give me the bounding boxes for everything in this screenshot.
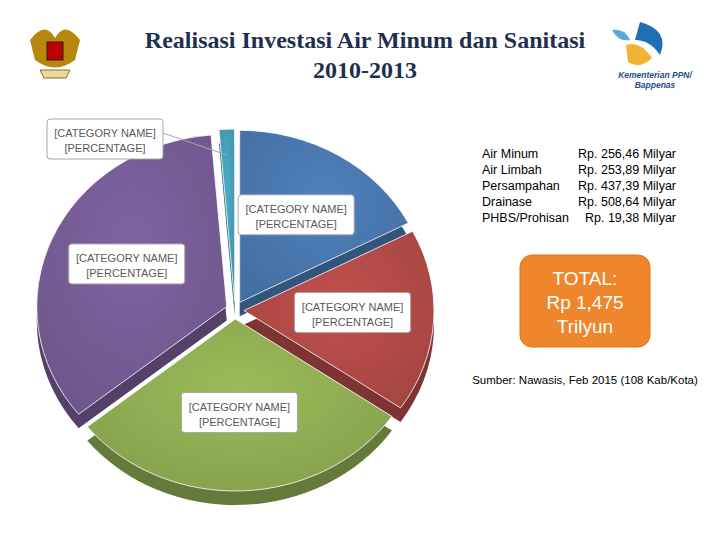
source: Sumber: Nawasis, Feb 2015 (108 Kab/Kota) bbox=[472, 374, 698, 386]
legend-name: Air Minum bbox=[482, 147, 538, 161]
label-box bbox=[69, 244, 185, 284]
chart: Realisasi Investasi Air Minum dan Sanita… bbox=[0, 0, 720, 540]
label-percentage: [PERCENTAGE] bbox=[256, 218, 337, 230]
label-category: [CATEGORY NAME] bbox=[76, 252, 177, 264]
logo-text: Bappenas bbox=[635, 80, 676, 90]
total-text: Rp 1,475 bbox=[546, 292, 623, 313]
logo bbox=[612, 22, 663, 65]
legend-value: Rp. 437,39 Milyar bbox=[578, 179, 676, 193]
legend-name: Air Limbah bbox=[482, 163, 542, 177]
label-category: [CATEGORY NAME] bbox=[245, 203, 346, 215]
label-percentage: [PERCENTAGE] bbox=[64, 142, 145, 154]
label-box bbox=[47, 119, 163, 159]
slice-label: [CATEGORY NAME] [PERCENTAGE] bbox=[181, 393, 297, 433]
total-text: TOTAL: bbox=[553, 268, 618, 289]
logo-text: Kementerian PPN/ bbox=[618, 70, 693, 80]
logo-swirl bbox=[612, 30, 630, 41]
legend-name: Persampahan bbox=[482, 179, 560, 193]
slice-label: [CATEGORY NAME] [PERCENTAGE] bbox=[295, 293, 411, 333]
label-percentage: [PERCENTAGE] bbox=[86, 267, 167, 279]
label-percentage: [PERCENTAGE] bbox=[312, 316, 393, 328]
label-box bbox=[238, 195, 354, 235]
page: Realisasi Investasi Air Minum dan Sanita… bbox=[0, 0, 720, 540]
slice-label: [CATEGORY NAME] [PERCENTAGE] bbox=[238, 195, 354, 235]
legend-name: PHBS/Prohisan bbox=[482, 211, 569, 225]
label-category: [CATEGORY NAME] bbox=[302, 301, 403, 313]
emblem-ribbon bbox=[40, 70, 70, 78]
pie bbox=[37, 129, 434, 505]
title-line: 2010-2013 bbox=[313, 57, 417, 83]
legend-value: Rp. 256,46 Milyar bbox=[578, 147, 676, 161]
label-percentage: [PERCENTAGE] bbox=[199, 416, 280, 428]
leader-line bbox=[163, 133, 228, 155]
emblem-body bbox=[30, 29, 80, 67]
title: Realisasi Investasi Air Minum dan Sanita… bbox=[145, 27, 586, 83]
legend-value: Rp. 253,89 Milyar bbox=[578, 163, 676, 177]
total-box bbox=[520, 255, 650, 347]
legend-name: Drainase bbox=[482, 195, 532, 209]
emblem bbox=[30, 29, 80, 78]
legend-value: Rp. 508,64 Milyar bbox=[578, 195, 676, 209]
label-box bbox=[181, 393, 297, 433]
slice bbox=[37, 135, 227, 414]
slice-label: [CATEGORY NAME] [PERCENTAGE] bbox=[47, 119, 163, 159]
total-text: Trilyun bbox=[557, 316, 613, 337]
emblem-shield bbox=[47, 42, 63, 60]
label-category: [CATEGORY NAME] bbox=[189, 401, 290, 413]
label-category: [CATEGORY NAME] bbox=[54, 127, 155, 139]
title-line: Realisasi Investasi Air Minum dan Sanita… bbox=[145, 27, 586, 53]
logo-swirl bbox=[626, 44, 652, 65]
label-box bbox=[295, 293, 411, 333]
legend-value: Rp. 19,38 Milyar bbox=[585, 211, 676, 225]
slice-label: [CATEGORY NAME] [PERCENTAGE] bbox=[69, 244, 185, 284]
